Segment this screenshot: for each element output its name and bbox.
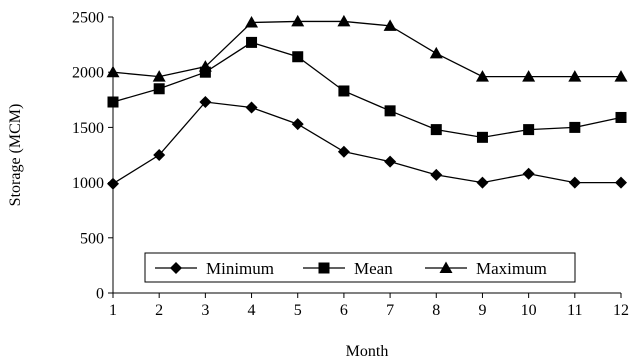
data-point-maximum <box>198 60 212 72</box>
x-tick-label: 2 <box>155 302 163 319</box>
x-tick-label: 4 <box>248 302 256 319</box>
legend-label-minimum: Minimum <box>206 259 274 278</box>
legend-box <box>144 252 576 283</box>
data-point-mean <box>338 85 350 97</box>
y-axis-title: Storage (MCM) <box>7 104 24 207</box>
data-point-minimum <box>522 167 535 180</box>
data-point-minimum <box>107 177 119 190</box>
data-point-maximum <box>106 65 120 78</box>
data-point-mean <box>476 131 488 143</box>
data-point-mean <box>384 105 396 117</box>
data-point-mean <box>569 121 581 133</box>
series-line-maximum <box>112 20 621 78</box>
x-tick-label: 9 <box>478 302 486 319</box>
legend-item-minimum: Minimum <box>155 259 274 278</box>
data-point-maximum <box>568 70 582 82</box>
data-point-mean <box>615 111 627 123</box>
data-point-minimum <box>568 176 581 189</box>
y-tick-label: 1500 <box>72 120 104 137</box>
x-tick-label: 5 <box>294 302 302 319</box>
series-minimum <box>107 96 627 190</box>
data-point-maximum <box>475 70 489 82</box>
legend-marker-mean <box>318 262 330 274</box>
legend-marker-minimum <box>170 262 182 274</box>
y-tick-label: 0 <box>96 286 104 303</box>
data-point-mean <box>523 124 535 136</box>
data-point-maximum <box>383 19 397 31</box>
legend-marker-maximum <box>439 261 453 273</box>
x-tick-label: 8 <box>432 302 440 319</box>
data-point-minimum <box>476 176 489 189</box>
series-line-mean <box>112 41 622 138</box>
series-layer <box>106 14 628 190</box>
data-point-maximum <box>291 14 305 27</box>
data-point-maximum <box>337 14 351 27</box>
x-axis-title: Month <box>346 343 389 360</box>
data-point-minimum <box>615 176 627 189</box>
y-tick-label: 1000 <box>72 175 104 192</box>
series-maximum <box>106 14 628 82</box>
data-point-minimum <box>199 96 212 109</box>
data-point-minimum <box>153 149 166 161</box>
data-point-maximum <box>614 70 628 82</box>
y-tick-label: 2000 <box>72 65 104 82</box>
data-point-minimum <box>245 101 258 114</box>
legend-label-maximum: Maximum <box>476 259 547 278</box>
data-point-mean <box>153 83 165 95</box>
y-tick-label: 500 <box>80 230 104 247</box>
data-point-mean <box>199 66 211 78</box>
data-point-maximum <box>245 16 259 28</box>
data-point-maximum <box>522 70 536 82</box>
axes <box>112 17 621 294</box>
legend-item-mean: Mean <box>303 259 393 278</box>
data-point-mean <box>292 51 304 63</box>
x-tick-label: 10 <box>521 302 537 319</box>
data-point-maximum <box>429 46 443 59</box>
data-point-minimum <box>384 155 397 168</box>
x-tick-label: 6 <box>340 302 348 319</box>
x-tick-label: 11 <box>567 302 582 319</box>
legend: Minimum Mean Maximum <box>144 252 576 283</box>
data-point-mean <box>430 124 442 136</box>
x-tick-label: 12 <box>613 302 629 319</box>
series-line-minimum <box>112 101 621 185</box>
data-point-minimum <box>430 168 443 181</box>
x-tick-label: 1 <box>109 302 117 319</box>
x-axis-ticks: 1 2 3 4 5 6 7 8 9 10 11 12 <box>109 293 629 319</box>
data-point-mean <box>246 36 258 48</box>
data-point-mean <box>107 96 119 108</box>
data-point-minimum <box>337 145 350 158</box>
y-tick-label: 2500 <box>72 10 104 27</box>
x-tick-label: 7 <box>386 302 394 319</box>
legend-label-mean: Mean <box>354 259 393 278</box>
legend-item-maximum: Maximum <box>425 259 547 278</box>
x-tick-label: 3 <box>201 302 209 319</box>
data-point-maximum <box>152 70 166 82</box>
data-point-minimum <box>291 118 304 131</box>
y-axis-ticks: 0 500 1000 1500 2000 2500 <box>72 10 113 303</box>
series-mean <box>107 36 627 143</box>
